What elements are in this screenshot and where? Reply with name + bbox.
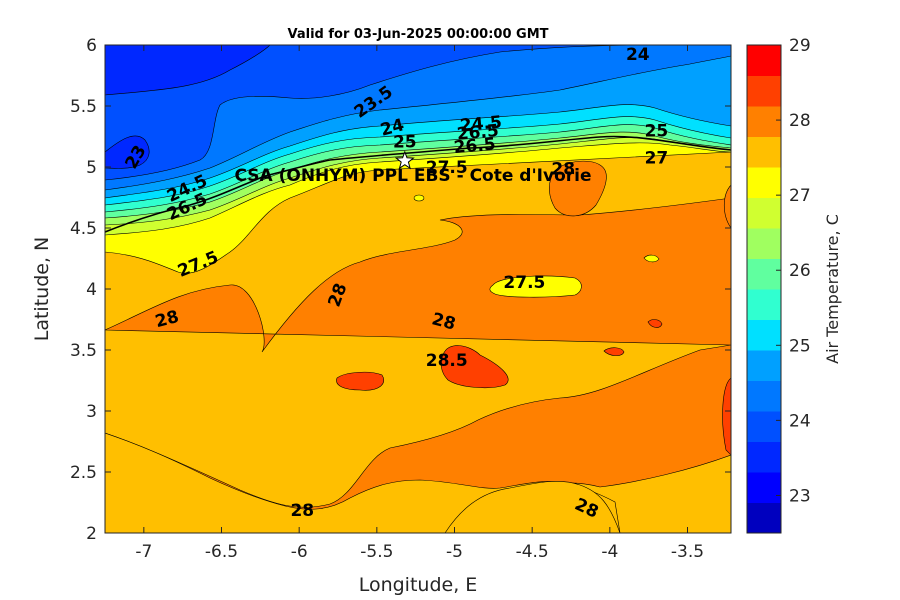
colorbar-swatch [747,289,781,320]
y-tick-label: 4 [86,280,97,300]
y-tick-label: 5 [86,158,97,178]
contour-label: 25 [393,133,417,153]
y-axis-label: Latitude, N [31,237,53,342]
band-28-5-d [647,319,663,328]
colorbar-swatch [747,319,781,351]
coastline [105,135,731,233]
band-22-5-23-north [105,45,271,96]
contour-label: 28.5 [426,351,468,371]
x-axis-label: Longitude, E [359,574,478,596]
contour-label: 24 [626,45,650,65]
colorbar-tick-label: 29 [789,36,811,56]
x-tick-label: -6 [291,542,308,562]
band-23-23-5 [105,45,651,181]
colorbar-swatch [747,45,781,76]
colorbar-label: Air Temperature, C [823,214,842,364]
colorbar [747,45,781,534]
x-tick-label: -7 [135,542,152,562]
band-27-27-5-pocket [489,275,582,298]
x-tick-label: -4.5 [516,542,549,562]
contour-label: 26.5 [453,134,497,158]
colorbar-swatch [747,197,781,229]
site-label: CSA (ONHYM) PPL EBS - Cote d'Ivorie [234,166,591,186]
y-tick-label: 2.5 [70,463,97,483]
colorbar-swatch [747,502,781,534]
band-28-5-e [722,377,731,456]
colorbar-tick-label: 24 [789,411,811,431]
x-tick-label: -5 [446,542,463,562]
x-tick-label: -6.5 [205,542,238,562]
band-22-5-23 [105,135,150,169]
colorbar-swatch [747,75,781,107]
band-28-5-a [440,345,509,389]
y-tick-label: 3 [86,402,97,422]
contour-label: 27 [645,148,669,168]
small-contour-ring [413,194,425,202]
x-tick-label: -4 [601,542,618,562]
contour-label: 26.5 [456,121,500,145]
x-axis: -7 -6.5 -6 -5.5 -5 -4.5 -4 -3.5 [135,45,704,562]
x-tick-label: -5.5 [360,542,393,562]
band-28-north-patch [549,160,607,217]
colorbar-swatch [747,441,781,473]
y-tick-label: 6 [86,36,97,56]
colorbar-swatch [747,167,781,198]
site-star-icon [394,150,415,170]
contour-label: 28 [290,501,314,521]
y-tick-label: 2 [86,524,97,544]
contour-label: 27.5 [503,273,545,293]
band-28-5-b [336,371,384,391]
x-tick-label: -3.5 [671,542,704,562]
colorbar-swatch [747,350,781,381]
chart-title: Valid for 03-Jun-2025 00:00:00 GMT [288,27,549,42]
colorbar-swatch [747,380,781,412]
contour-label: 28 [551,159,575,179]
colorbar-tick-label: 25 [789,336,811,356]
y-tick-label: 4.5 [70,219,97,239]
colorbar-tick-label: 23 [789,486,811,506]
colorbar-tick-label: 26 [789,261,811,281]
band-27-5-28-south-right [444,481,621,533]
band-27-27-5-dot [643,254,660,263]
colorbar-tick-label: 28 [789,111,811,131]
site-marker-group: CSA (ONHYM) PPL EBS - Cote d'Ivorie [234,150,592,186]
contour-label: 27.5 [426,158,468,178]
colorbar-ticks: 23 24 25 26 27 28 29 [776,36,811,506]
contour-label: 24.5 [459,113,503,137]
colorbar-swatch [747,136,781,168]
colorbar-tick-label: 27 [789,186,811,206]
contour-label: 25 [645,122,669,142]
colorbar-swatch [747,472,781,503]
y-axis: 2 2.5 3 3.5 4 4.5 5 5.5 6 [70,36,731,544]
colorbar-swatch [747,258,781,290]
colorbar-frame [746,44,782,534]
colorbar-swatch [747,411,781,442]
colorbar-swatch [747,228,781,259]
colorbar-swatch [747,106,781,137]
y-tick-label: 5.5 [70,97,97,117]
band-28-5-c [603,347,625,356]
y-tick-label: 3.5 [70,341,97,361]
